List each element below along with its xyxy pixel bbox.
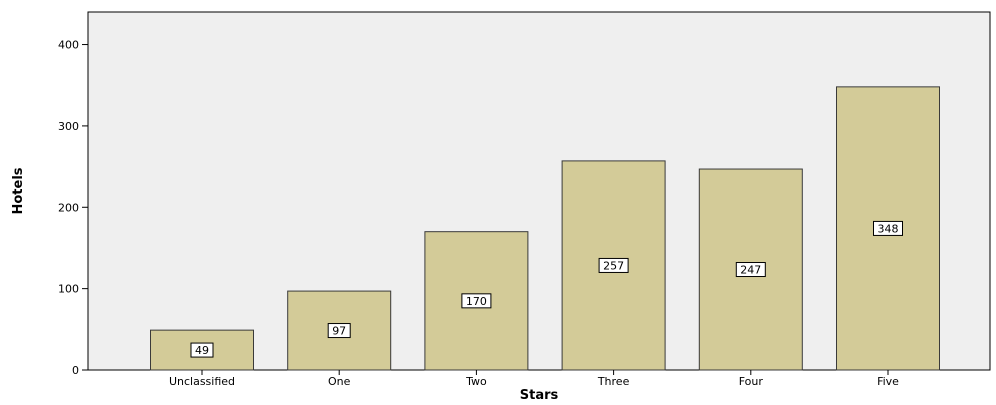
data-label-box — [735, 262, 766, 278]
x-tick-label: Five — [877, 375, 899, 388]
x-axis-ticks: Unclassified One Two Three Four Five — [169, 370, 899, 388]
x-tick-label: Two — [465, 375, 487, 388]
data-label: 247 — [740, 264, 761, 277]
data-labels-layer: 49 97 170 257 247 348 — [190, 220, 903, 358]
data-label-box — [873, 220, 903, 236]
x-tick-label: One — [328, 375, 351, 388]
x-tick-label: Unclassified — [169, 375, 235, 388]
x-tick-label: Three — [597, 375, 630, 388]
y-axis-title: Hotels — [11, 167, 26, 214]
data-label-box — [598, 257, 629, 273]
y-tick-label: 100 — [58, 283, 79, 296]
data-label-box — [327, 323, 351, 339]
y-tick-label: 200 — [58, 201, 79, 214]
data-label: 49 — [195, 344, 209, 357]
data-label-box — [461, 293, 492, 309]
data-label: 257 — [603, 259, 624, 272]
data-label: 170 — [466, 295, 487, 308]
x-axis-title: Stars — [520, 388, 559, 403]
bars-layer — [150, 86, 940, 371]
y-tick-label: 300 — [58, 120, 79, 133]
y-axis-ticks: 0 100 200 300 400 — [58, 39, 88, 377]
y-tick-label: 400 — [58, 39, 79, 52]
data-label: 348 — [878, 222, 899, 235]
data-label: 97 — [332, 325, 346, 338]
x-tick-label: Four — [739, 375, 764, 388]
y-tick-label: 0 — [72, 364, 79, 377]
data-label-box — [190, 342, 214, 358]
